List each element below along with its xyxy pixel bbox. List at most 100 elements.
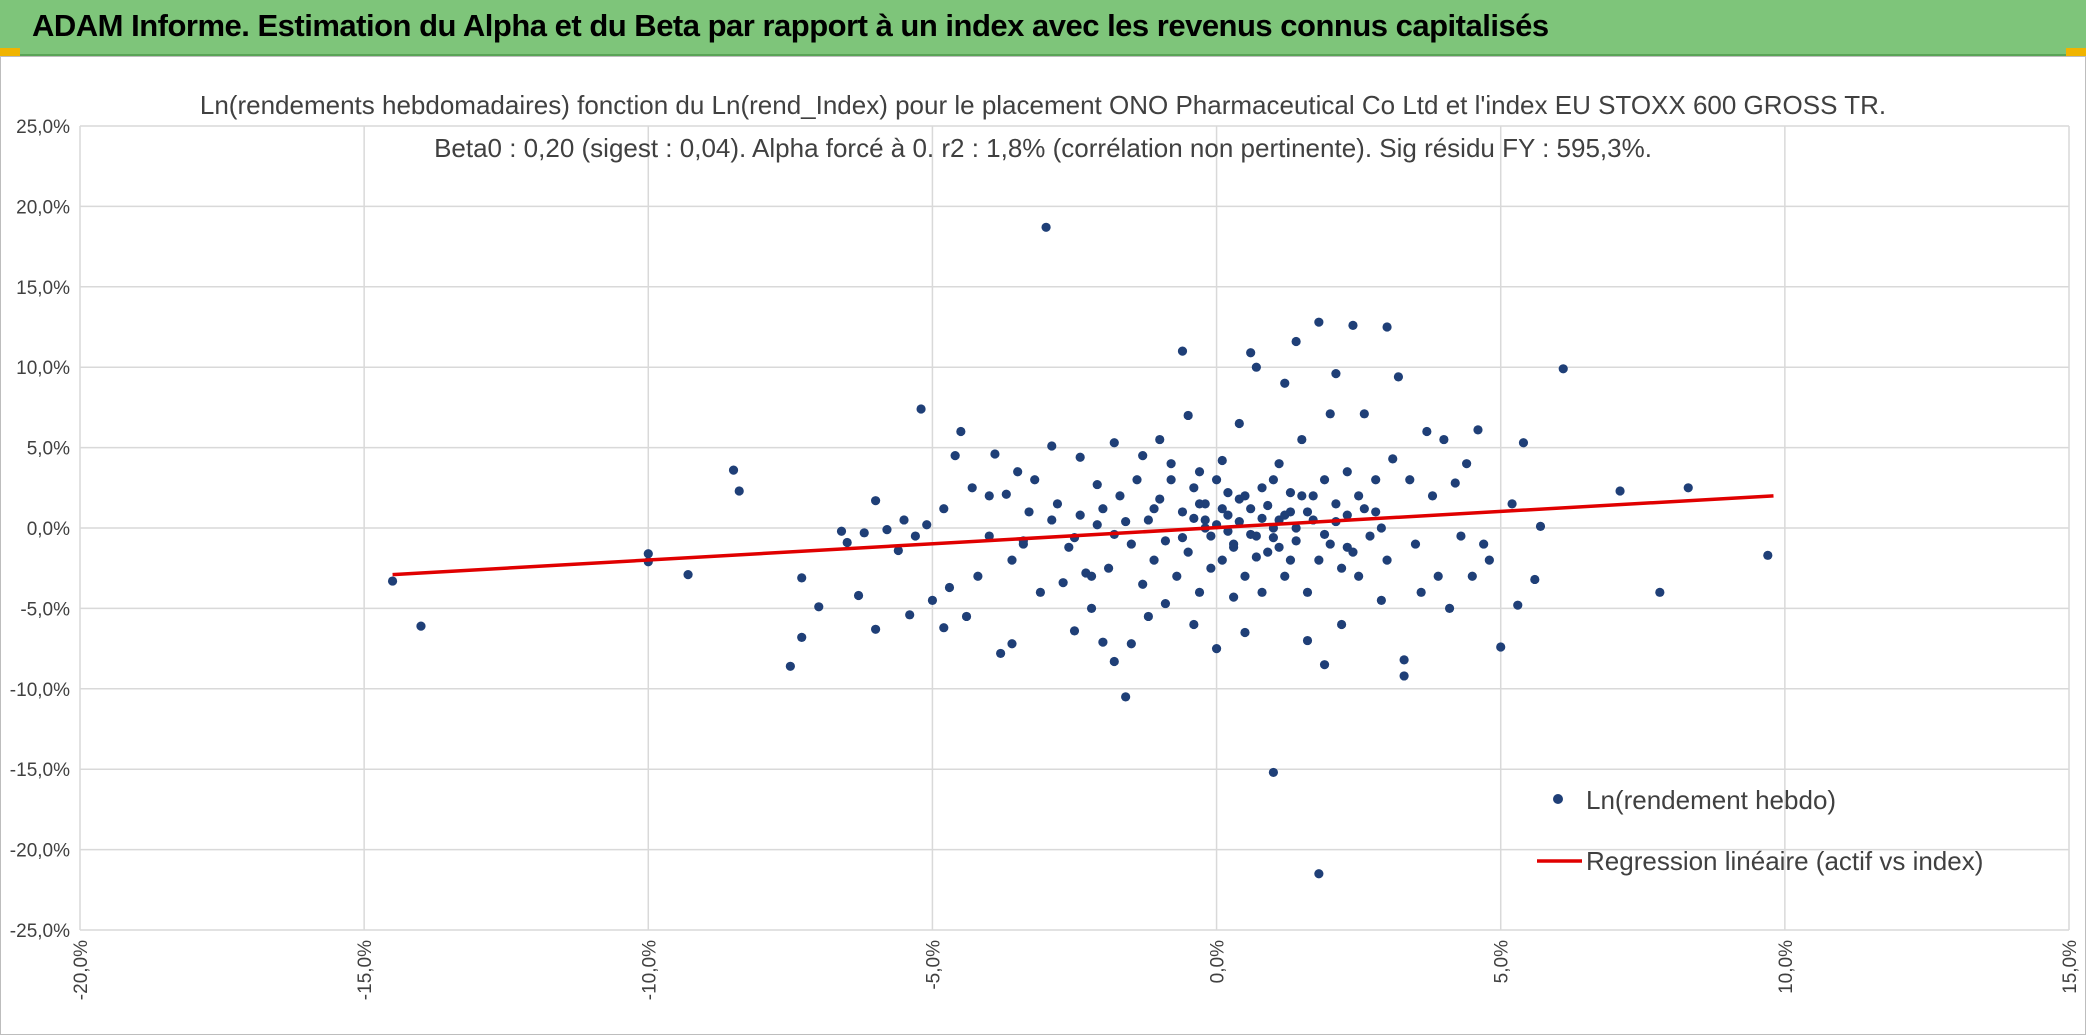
x-tick-label: 5,0%: [1492, 940, 1513, 983]
data-point: [1075, 510, 1085, 520]
data-point: [1115, 491, 1125, 501]
data-point: [1138, 451, 1148, 461]
data-point: [1268, 475, 1278, 485]
data-point: [1092, 479, 1102, 490]
x-tick-label: 0,0%: [1208, 940, 1229, 983]
data-point: [1314, 869, 1324, 879]
data-point: [1126, 539, 1136, 549]
data-point: [1189, 619, 1199, 630]
data-point: [1041, 222, 1051, 232]
data-point: [1223, 488, 1233, 498]
data-point: [1399, 655, 1409, 665]
data-point: [1183, 547, 1193, 557]
data-point: [1433, 571, 1443, 581]
y-tick-label: 20,0%: [16, 197, 70, 218]
data-point: [1223, 510, 1233, 520]
data-point: [922, 520, 932, 530]
data-point: [1069, 626, 1080, 636]
data-point: [1030, 475, 1040, 485]
data-point: [899, 515, 909, 525]
chart-subtitle: Beta0 : 0,20 (sigest : 0,04). Alpha forc…: [434, 133, 1652, 163]
data-point: [950, 451, 960, 461]
data-point: [956, 426, 966, 437]
data-point: [853, 590, 864, 601]
data-point: [1143, 515, 1153, 525]
data-point: [1297, 434, 1307, 445]
data-point: [1132, 475, 1142, 485]
data-point: [1456, 531, 1466, 541]
data-point: [996, 648, 1006, 659]
data-point: [1189, 483, 1199, 493]
data-point: [882, 525, 892, 535]
x-tick-label: 10,0%: [1776, 940, 1797, 994]
data-point: [1217, 504, 1227, 514]
data-point: [1393, 372, 1404, 382]
data-point: [1206, 531, 1216, 541]
data-point: [1251, 552, 1261, 562]
data-point: [1371, 507, 1381, 517]
data-point: [1086, 603, 1097, 614]
data-point: [973, 571, 983, 581]
y-tick-label: 10,0%: [16, 358, 70, 379]
data-point: [1382, 555, 1392, 565]
data-point: [1291, 536, 1301, 546]
data-point: [1319, 529, 1330, 540]
data-point: [1263, 500, 1273, 511]
y-tick-label: 15,0%: [16, 278, 70, 299]
data-point: [1035, 587, 1046, 597]
data-point: [1263, 547, 1273, 557]
data-point: [1189, 513, 1199, 523]
data-point: [1280, 571, 1290, 581]
data-point: [871, 496, 881, 506]
data-point: [1467, 571, 1477, 581]
data-point: [1086, 571, 1097, 581]
data-point: [1177, 533, 1188, 543]
data-point: [1206, 563, 1216, 573]
data-point: [939, 504, 949, 514]
y-tick-label: -5,0%: [20, 599, 70, 620]
data-point: [1194, 587, 1205, 597]
data-point: [683, 570, 693, 580]
data-point: [1098, 637, 1108, 647]
data-point: [1359, 409, 1369, 419]
data-point: [1075, 452, 1085, 462]
data-point: [1155, 434, 1165, 445]
data-point: [1268, 767, 1278, 778]
data-point: [1615, 486, 1625, 496]
data-point: [1177, 507, 1188, 517]
legend: Ln(rendement hebdo) Regression linéaire …: [1537, 785, 1983, 876]
data-point: [1109, 438, 1119, 448]
data-point: [1462, 459, 1472, 469]
data-point: [814, 602, 824, 612]
data-point: [1280, 510, 1290, 520]
data-point: [1257, 483, 1267, 493]
data-point: [967, 483, 977, 493]
data-point: [1336, 563, 1347, 573]
data-point: [416, 621, 426, 631]
data-point: [1416, 587, 1426, 597]
data-point: [1655, 587, 1665, 597]
data-point: [1229, 539, 1239, 549]
data-point: [1194, 499, 1205, 509]
data-point: [1251, 362, 1261, 372]
data-point: [643, 549, 653, 559]
data-point: [1280, 378, 1290, 388]
data-point: [990, 449, 1000, 459]
data-point: [1302, 507, 1313, 517]
regression-line-group: [392, 494, 1774, 577]
data-point: [1109, 656, 1119, 667]
data-point: [1291, 523, 1301, 533]
header-corner-right: [2066, 48, 2086, 56]
data-point: [1376, 595, 1386, 605]
data-point: [1518, 438, 1529, 448]
data-point: [1484, 555, 1494, 565]
data-point: [910, 531, 920, 541]
data-point: [1149, 504, 1159, 514]
data-point: [1410, 539, 1421, 549]
header-corner-left: [0, 48, 20, 56]
data-point: [1217, 455, 1227, 466]
data-point: [1285, 488, 1296, 498]
data-point: [939, 623, 949, 633]
data-point: [1439, 434, 1449, 445]
data-point: [1064, 542, 1074, 552]
